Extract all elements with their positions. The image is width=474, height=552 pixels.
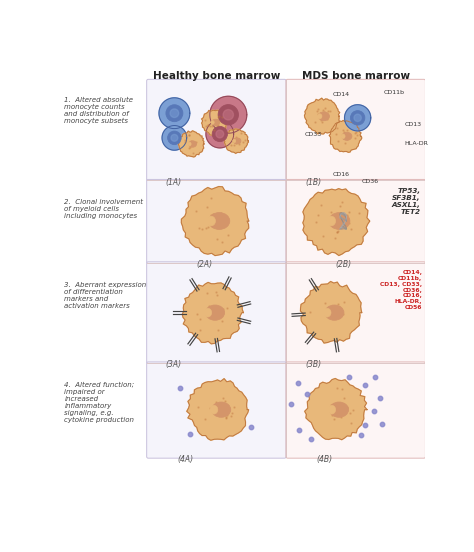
Ellipse shape [329, 402, 348, 417]
Polygon shape [162, 125, 187, 150]
Text: (2A): (2A) [196, 261, 212, 269]
FancyBboxPatch shape [286, 262, 425, 363]
Polygon shape [178, 131, 204, 157]
FancyBboxPatch shape [286, 179, 425, 263]
Ellipse shape [207, 216, 216, 226]
FancyBboxPatch shape [286, 79, 425, 181]
Circle shape [223, 110, 234, 120]
Text: Healthy bone marrow: Healthy bone marrow [153, 71, 280, 81]
Ellipse shape [204, 308, 212, 317]
FancyBboxPatch shape [286, 362, 425, 458]
Text: CD14,
CD11b,
CD13, CD33,
CD36,
CD16,
HLA-DR,
CD56: CD14, CD11b, CD13, CD33, CD36, CD16, HLA… [380, 270, 422, 310]
Polygon shape [329, 120, 362, 152]
Circle shape [216, 130, 224, 138]
Text: (4A): (4A) [177, 455, 193, 464]
Text: CD14: CD14 [332, 92, 349, 97]
Ellipse shape [206, 305, 225, 320]
Ellipse shape [212, 402, 231, 417]
Text: CD36: CD36 [362, 179, 379, 184]
Ellipse shape [341, 134, 345, 139]
Ellipse shape [233, 138, 241, 144]
FancyBboxPatch shape [146, 79, 286, 181]
Ellipse shape [210, 405, 218, 414]
Text: CD33: CD33 [305, 131, 322, 136]
Text: (2B): (2B) [336, 261, 352, 269]
Circle shape [212, 126, 228, 142]
Circle shape [170, 109, 179, 118]
Circle shape [350, 110, 365, 125]
Text: CD11b: CD11b [383, 89, 404, 94]
Text: 2.  Clonal involvement
of myeloid cells
including monocytes: 2. Clonal involvement of myeloid cells i… [64, 199, 143, 219]
Ellipse shape [328, 405, 336, 414]
Circle shape [218, 104, 238, 125]
Ellipse shape [329, 213, 350, 230]
Circle shape [171, 134, 178, 141]
Polygon shape [182, 283, 244, 344]
FancyBboxPatch shape [146, 262, 286, 363]
Polygon shape [345, 105, 371, 131]
Ellipse shape [323, 308, 331, 317]
Text: 3.  Aberrant expression
of differentiation
markers and
activation markers: 3. Aberrant expression of differentiatio… [64, 282, 146, 309]
FancyBboxPatch shape [146, 362, 286, 458]
Text: 1.  Altered absolute
monocyte counts
and distribution of
monocyte subsets: 1. Altered absolute monocyte counts and … [64, 97, 133, 124]
Text: (4B): (4B) [317, 455, 333, 464]
Circle shape [166, 105, 183, 121]
Ellipse shape [327, 216, 336, 226]
Ellipse shape [342, 132, 352, 140]
FancyBboxPatch shape [146, 179, 286, 263]
Polygon shape [303, 189, 370, 256]
Polygon shape [159, 98, 190, 129]
Ellipse shape [319, 112, 329, 121]
Ellipse shape [211, 120, 214, 124]
Text: CD13: CD13 [404, 121, 421, 126]
Polygon shape [210, 96, 247, 133]
Text: HLA-DR: HLA-DR [404, 141, 428, 146]
Text: TP53,
SF3B1,
ASXL1,
TET2: TP53, SF3B1, ASXL1, TET2 [392, 188, 421, 215]
Polygon shape [187, 379, 249, 440]
Polygon shape [206, 120, 234, 148]
Polygon shape [301, 282, 362, 343]
Text: (3A): (3A) [165, 360, 182, 369]
Ellipse shape [188, 142, 191, 146]
Ellipse shape [212, 119, 219, 126]
Polygon shape [305, 379, 367, 440]
Ellipse shape [189, 141, 197, 147]
Text: (1A): (1A) [165, 178, 182, 187]
Text: MDS bone marrow: MDS bone marrow [301, 71, 410, 81]
Ellipse shape [209, 213, 230, 230]
Ellipse shape [233, 139, 236, 142]
Circle shape [354, 114, 361, 121]
Text: 4.  Altered function;
impaired or
increased
inflammatory
signaling, e.g.
cytokin: 4. Altered function; impaired or increas… [64, 382, 135, 423]
Ellipse shape [325, 305, 344, 320]
Text: (1B): (1B) [305, 178, 321, 187]
Polygon shape [224, 129, 248, 153]
Polygon shape [182, 187, 249, 256]
Polygon shape [304, 98, 340, 134]
Polygon shape [201, 110, 228, 135]
Ellipse shape [318, 114, 322, 119]
Circle shape [168, 131, 181, 145]
Text: CD16: CD16 [333, 172, 350, 177]
Text: (3B): (3B) [305, 360, 321, 369]
